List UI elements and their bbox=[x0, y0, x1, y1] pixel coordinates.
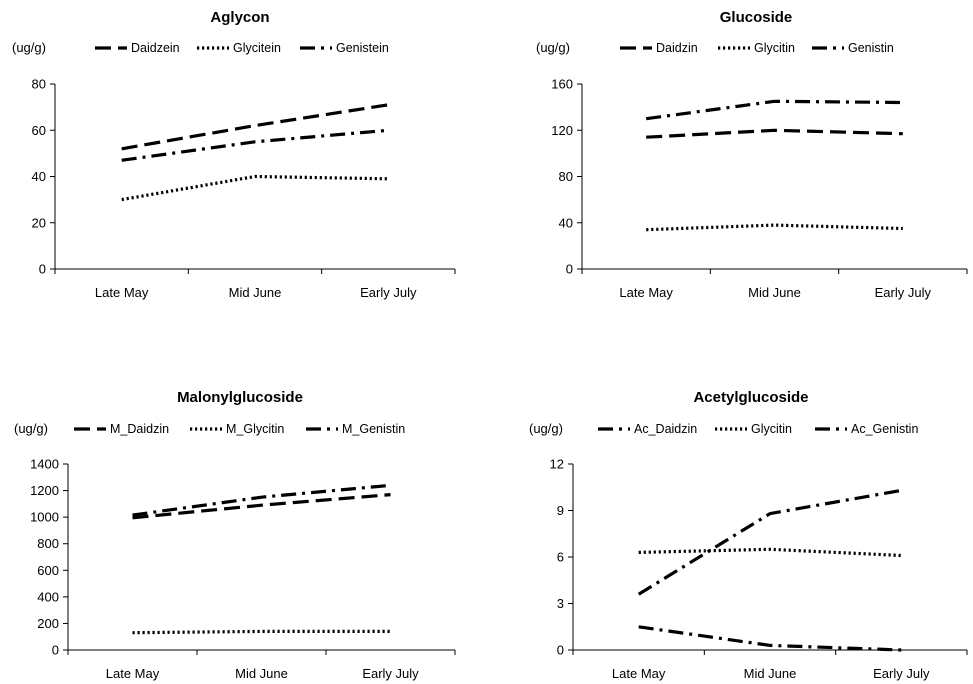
legend-label-ac-daidzin: Ac_Daidzin bbox=[634, 422, 697, 436]
y-tick-label: 1200 bbox=[30, 483, 59, 498]
x-tick-label: Late May bbox=[106, 666, 160, 681]
y-tick-label: 160 bbox=[551, 77, 573, 92]
y-tick-label: 80 bbox=[32, 77, 46, 92]
series-line-m-daidzin bbox=[132, 493, 391, 520]
x-tick-label: Early July bbox=[873, 666, 930, 681]
x-tick-label: Late May bbox=[619, 285, 673, 300]
x-tick-label: Mid June bbox=[229, 285, 282, 300]
y-tick-label: 40 bbox=[32, 169, 46, 184]
y-unit-label: (ug/g) bbox=[14, 421, 48, 436]
series-line-ac-genistin bbox=[637, 488, 902, 596]
panel-aglycon: Aglycon (ug/g) 0 20 40 60 80 Late May Mid June Ea… bbox=[12, 9, 456, 300]
panel-glucoside: Glucoside (ug/g) 0 40 80 120 160 Late May Mid Ju… bbox=[536, 9, 968, 300]
y-tick-label: 9 bbox=[557, 503, 564, 518]
y-tick-label: 0 bbox=[566, 262, 573, 277]
legend-label-ac-genistin: Ac_Genistin bbox=[851, 422, 918, 436]
panel-title: Aglycon bbox=[210, 9, 269, 26]
legend-label-genistein: Genistein bbox=[336, 41, 389, 55]
legend-label-m-genistin: M_Genistin bbox=[342, 422, 405, 436]
y-tick-label: 400 bbox=[37, 589, 59, 604]
y-unit-label: (ug/g) bbox=[529, 421, 563, 436]
x-tick-label: Mid June bbox=[744, 666, 797, 681]
y-tick-label: 80 bbox=[559, 169, 573, 184]
x-tick-label: Early July bbox=[362, 666, 419, 681]
panel-title: Glucoside bbox=[720, 9, 793, 26]
legend-label-m-glycitin: M_Glycitin bbox=[226, 422, 284, 436]
y-tick-label: 3 bbox=[557, 596, 564, 611]
y-tick-label: 600 bbox=[37, 563, 59, 578]
y-tick-label: 6 bbox=[557, 550, 564, 565]
legend-label-daidzin: Daidzin bbox=[656, 41, 698, 55]
series-line-m-genistin bbox=[132, 483, 391, 517]
y-tick-label: 1400 bbox=[30, 457, 59, 472]
series-line-m-glycitin bbox=[132, 629, 391, 635]
x-tick-label: Mid June bbox=[748, 285, 801, 300]
series-line-ac-daidzin bbox=[638, 625, 902, 652]
panel-acetylglucoside: Acetylglucoside (ug/g) 0 3 6 9 12 Late May Mid J… bbox=[529, 389, 968, 681]
panel-title: Acetylglucoside bbox=[693, 389, 808, 406]
legend-label-genistin: Genistin bbox=[848, 41, 894, 55]
x-tick-label: Late May bbox=[612, 666, 666, 681]
panel-malonylglucoside: Malonylglucoside (ug/g) 0 200 400 600 800 1000 1… bbox=[14, 389, 456, 681]
legend-label-glycitin: Glycitin bbox=[751, 422, 792, 436]
series-line-glycitin bbox=[638, 547, 902, 558]
y-tick-label: 60 bbox=[32, 123, 46, 138]
y-tick-label: 800 bbox=[37, 536, 59, 551]
y-tick-label: 200 bbox=[37, 616, 59, 631]
legend-label-glycitein: Glycitein bbox=[233, 41, 281, 55]
legend-label-m-daidzin: M_Daidzin bbox=[110, 422, 169, 436]
series-line-genistin bbox=[645, 99, 903, 121]
legend-label-daidzein: Daidzein bbox=[131, 41, 180, 55]
y-tick-label: 20 bbox=[32, 215, 46, 230]
y-tick-label: 120 bbox=[551, 123, 573, 138]
y-tick-label: 40 bbox=[559, 215, 573, 230]
x-tick-label: Early July bbox=[875, 285, 932, 300]
y-unit-label: (ug/g) bbox=[536, 40, 570, 55]
panel-title: Malonylglucoside bbox=[177, 389, 303, 406]
y-tick-label: 0 bbox=[52, 643, 59, 658]
y-tick-label: 12 bbox=[550, 457, 564, 472]
x-tick-label: Late May bbox=[95, 285, 149, 300]
series-line-daidzin bbox=[646, 128, 903, 139]
legend-label-glycitin: Glycitin bbox=[754, 41, 795, 55]
x-tick-label: Early July bbox=[360, 285, 417, 300]
y-tick-label: 1000 bbox=[30, 510, 59, 525]
y-tick-label: 0 bbox=[557, 643, 564, 658]
y-unit-label: (ug/g) bbox=[12, 40, 46, 55]
series-line-genistein bbox=[121, 128, 389, 162]
x-tick-label: Mid June bbox=[235, 666, 288, 681]
series-line-glycitein bbox=[121, 174, 389, 202]
series-line-glycitin bbox=[646, 223, 903, 232]
y-tick-label: 0 bbox=[39, 262, 46, 277]
